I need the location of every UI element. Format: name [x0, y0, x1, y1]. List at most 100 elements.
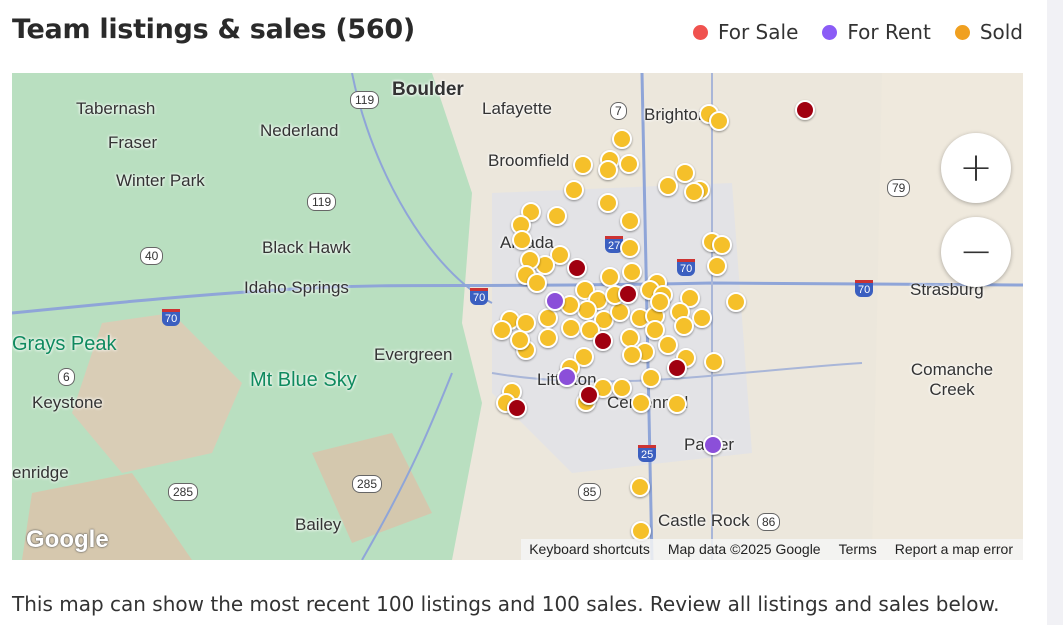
interstate-shield: 25	[638, 445, 657, 462]
for-sale-marker[interactable]	[579, 385, 599, 405]
place-label: Tabernash	[76, 99, 156, 118]
road-shield: 86	[757, 513, 781, 531]
place-label: Mt Blue Sky	[250, 369, 357, 391]
sold-marker[interactable]	[709, 111, 729, 131]
sold-marker[interactable]	[692, 308, 712, 328]
sold-marker[interactable]	[641, 368, 661, 388]
report-error-link[interactable]: Report a map error	[894, 541, 1013, 557]
sold-marker[interactable]	[631, 521, 651, 541]
sold-marker[interactable]	[538, 328, 558, 348]
interstate-shield: 70	[855, 280, 874, 297]
sold-marker[interactable]	[598, 160, 618, 180]
for-rent-marker[interactable]	[703, 435, 723, 455]
zoom-in-button[interactable]: +	[941, 133, 1011, 203]
interstate-shield: 70	[162, 309, 181, 326]
place-label: Lafayette	[482, 99, 552, 118]
place-label: Black Hawk	[262, 238, 351, 257]
sold-marker[interactable]	[684, 182, 704, 202]
legend-for-sale: For Sale	[692, 20, 798, 44]
road-shield: 6	[58, 368, 75, 386]
road-shield: 85	[578, 483, 602, 501]
place-label: Brighton	[644, 105, 708, 124]
legend-for-rent: For Rent	[822, 20, 931, 44]
terms-link[interactable]: Terms	[838, 541, 877, 557]
sold-marker[interactable]	[675, 163, 695, 183]
sold-marker[interactable]	[630, 477, 650, 497]
sold-marker[interactable]	[574, 347, 594, 367]
sold-marker[interactable]	[622, 345, 642, 365]
road-shield: 285	[168, 483, 199, 501]
for-sale-marker[interactable]	[507, 398, 527, 418]
place-label: Comanche Creek	[910, 360, 994, 399]
sold-marker[interactable]	[561, 318, 581, 338]
road-shield: 285	[352, 475, 383, 493]
sold-marker[interactable]	[564, 180, 584, 200]
sold-marker[interactable]	[650, 292, 670, 312]
sold-marker[interactable]	[612, 129, 632, 149]
place-label: enridge	[12, 463, 69, 482]
sold-marker[interactable]	[547, 206, 567, 226]
for-sale-marker[interactable]	[795, 100, 815, 120]
sold-marker[interactable]	[707, 256, 727, 276]
sold-marker[interactable]	[622, 262, 642, 282]
place-label: Boulder	[392, 79, 464, 100]
sold-marker[interactable]	[658, 176, 678, 196]
sold-marker[interactable]	[704, 352, 724, 372]
for-rent-dot-icon	[822, 24, 838, 40]
for-sale-marker[interactable]	[618, 284, 638, 304]
for-rent-marker[interactable]	[557, 367, 577, 387]
map-note: This map can show the most recent 100 li…	[12, 592, 1000, 616]
sold-marker[interactable]	[674, 316, 694, 336]
interstate-shield: 70	[677, 259, 696, 276]
place-label: Nederland	[260, 121, 339, 140]
road-shield: 119	[307, 193, 337, 211]
sold-marker[interactable]	[610, 302, 630, 322]
sold-dot-icon	[954, 24, 970, 40]
place-label: Idaho Springs	[244, 278, 349, 297]
sold-marker[interactable]	[620, 238, 640, 258]
sold-marker[interactable]	[527, 273, 547, 293]
place-label: Evergreen	[374, 345, 453, 364]
sold-marker[interactable]	[492, 320, 512, 340]
zoom-out-button[interactable]: −	[941, 217, 1011, 287]
interstate-shield: 27	[605, 236, 624, 253]
sold-marker[interactable]	[612, 378, 632, 398]
place-label: Broomfield	[488, 151, 570, 170]
for-sale-marker[interactable]	[593, 331, 613, 351]
map[interactable]: Boulder Lafayette Brighton Tabernash Ned…	[12, 73, 1023, 560]
legend: For Sale For Rent Sold	[692, 20, 1023, 44]
sold-marker[interactable]	[512, 230, 532, 250]
sold-marker[interactable]	[598, 193, 618, 213]
page-title: Team listings & sales (560)	[12, 14, 415, 45]
page-scrollbar[interactable]	[1047, 0, 1063, 625]
sold-marker[interactable]	[620, 211, 640, 231]
road-shield: 40	[140, 247, 164, 265]
place-label: Fraser	[108, 133, 158, 152]
for-sale-marker[interactable]	[567, 258, 587, 278]
sold-marker[interactable]	[619, 154, 639, 174]
place-label: Keystone	[32, 393, 103, 412]
sold-marker[interactable]	[573, 155, 593, 175]
sold-marker[interactable]	[550, 245, 570, 265]
map-data-text: Map data ©2025 Google	[667, 541, 821, 557]
sold-marker[interactable]	[712, 235, 732, 255]
sold-marker[interactable]	[726, 292, 746, 312]
sold-marker[interactable]	[631, 393, 651, 413]
interstate-shield: 70	[470, 288, 489, 305]
for-sale-dot-icon	[692, 24, 708, 40]
legend-sold: Sold	[954, 20, 1023, 44]
map-attribution: Keyboard shortcuts Map data ©2025 Google…	[521, 539, 1023, 560]
road-shield: 79	[887, 179, 911, 197]
google-logo: Google	[26, 526, 109, 553]
road-shield: 7	[610, 102, 627, 120]
sold-marker[interactable]	[600, 267, 620, 287]
keyboard-shortcuts-link[interactable]: Keyboard shortcuts	[529, 541, 650, 557]
for-sale-marker[interactable]	[667, 358, 687, 378]
sold-marker[interactable]	[658, 335, 678, 355]
sold-marker[interactable]	[538, 308, 558, 328]
sold-marker[interactable]	[510, 330, 530, 350]
sold-marker[interactable]	[667, 394, 687, 414]
sold-marker[interactable]	[645, 320, 665, 340]
place-label: Winter Park	[116, 171, 205, 190]
for-rent-marker[interactable]	[545, 291, 565, 311]
